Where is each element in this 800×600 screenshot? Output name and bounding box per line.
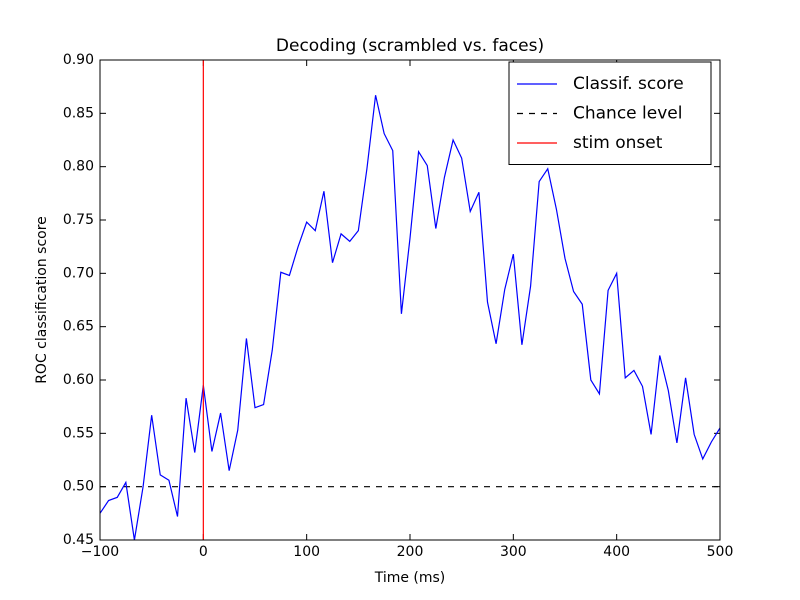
x-tick-label: 500 [707,544,734,560]
legend-label: stim onset [573,133,663,153]
y-tick-label: 0.45 [63,532,94,548]
y-tick-label: 0.75 [63,212,94,228]
x-tick-label: 300 [500,544,527,560]
x-tick-label: 400 [603,544,630,560]
y-tick-label: 0.80 [63,159,94,175]
y-axis-label: ROC classification score [34,216,50,384]
y-tick-label: 0.70 [63,265,94,281]
x-tick-label: −100 [81,544,119,560]
chart-title: Decoding (scrambled vs. faces) [276,36,544,56]
y-tick-label: 0.60 [63,372,94,388]
x-tick-label: 100 [293,544,320,560]
x-axis-label: Time (ms) [374,570,446,586]
legend-label: Classif. score [573,74,684,94]
y-tick-label: 0.85 [63,105,94,121]
y-tick-label: 0.50 [63,479,94,495]
axes-frame [99,59,721,541]
y-tick-label: 0.65 [63,319,94,335]
x-tick-label: 0 [199,544,208,560]
y-tick-label: 0.55 [63,425,94,441]
x-tick-label: 200 [397,544,424,560]
y-tick-label: 0.90 [63,52,94,68]
legend-label: Chance level [573,104,682,124]
